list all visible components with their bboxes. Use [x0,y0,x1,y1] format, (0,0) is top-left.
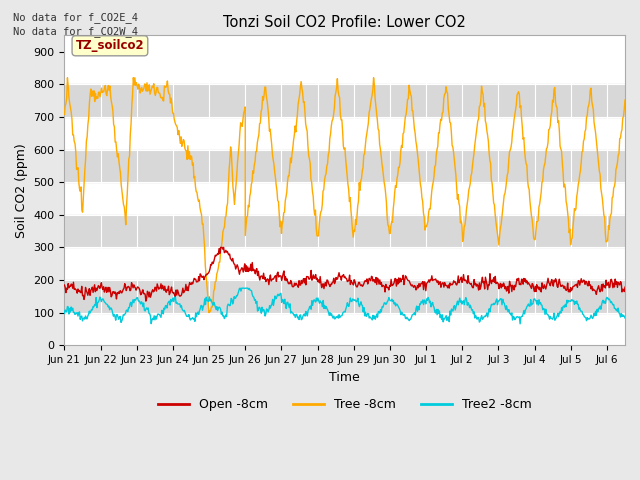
Title: Tonzi Soil CO2 Profile: Lower CO2: Tonzi Soil CO2 Profile: Lower CO2 [223,15,466,30]
X-axis label: Time: Time [330,371,360,384]
Y-axis label: Soil CO2 (ppm): Soil CO2 (ppm) [15,143,28,238]
Legend: Open -8cm, Tree -8cm, Tree2 -8cm: Open -8cm, Tree -8cm, Tree2 -8cm [152,394,537,417]
Bar [65,84,625,117]
Bar [65,149,625,182]
Bar [65,280,625,312]
Text: TZ_soilco2: TZ_soilco2 [76,39,144,52]
Text: No data for f_CO2E_4: No data for f_CO2E_4 [13,12,138,23]
Bar [65,215,625,247]
Text: No data for f_CO2W_4: No data for f_CO2W_4 [13,26,138,37]
